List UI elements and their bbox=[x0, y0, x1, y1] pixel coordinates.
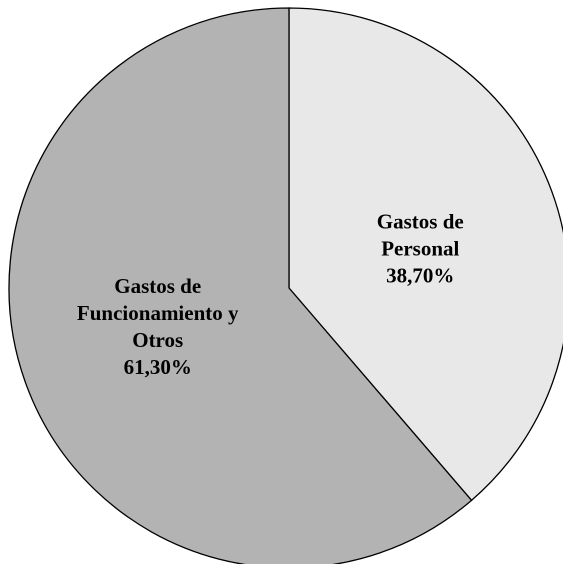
pie-slice bbox=[8, 7, 473, 564]
slice-value-label: 38,70% bbox=[386, 263, 455, 288]
slice-label: Gastos de Personal 38,70% bbox=[355, 209, 485, 290]
slice-category: Gastos de Personal bbox=[376, 209, 464, 261]
slice-value-label: 61,30% bbox=[123, 354, 192, 379]
slice-label: Gastos de Funcionamiento y Otros 61,30% bbox=[70, 273, 245, 381]
pie-slice bbox=[288, 7, 563, 502]
slice-category: Gastos de Funcionamiento y Otros bbox=[76, 273, 239, 352]
